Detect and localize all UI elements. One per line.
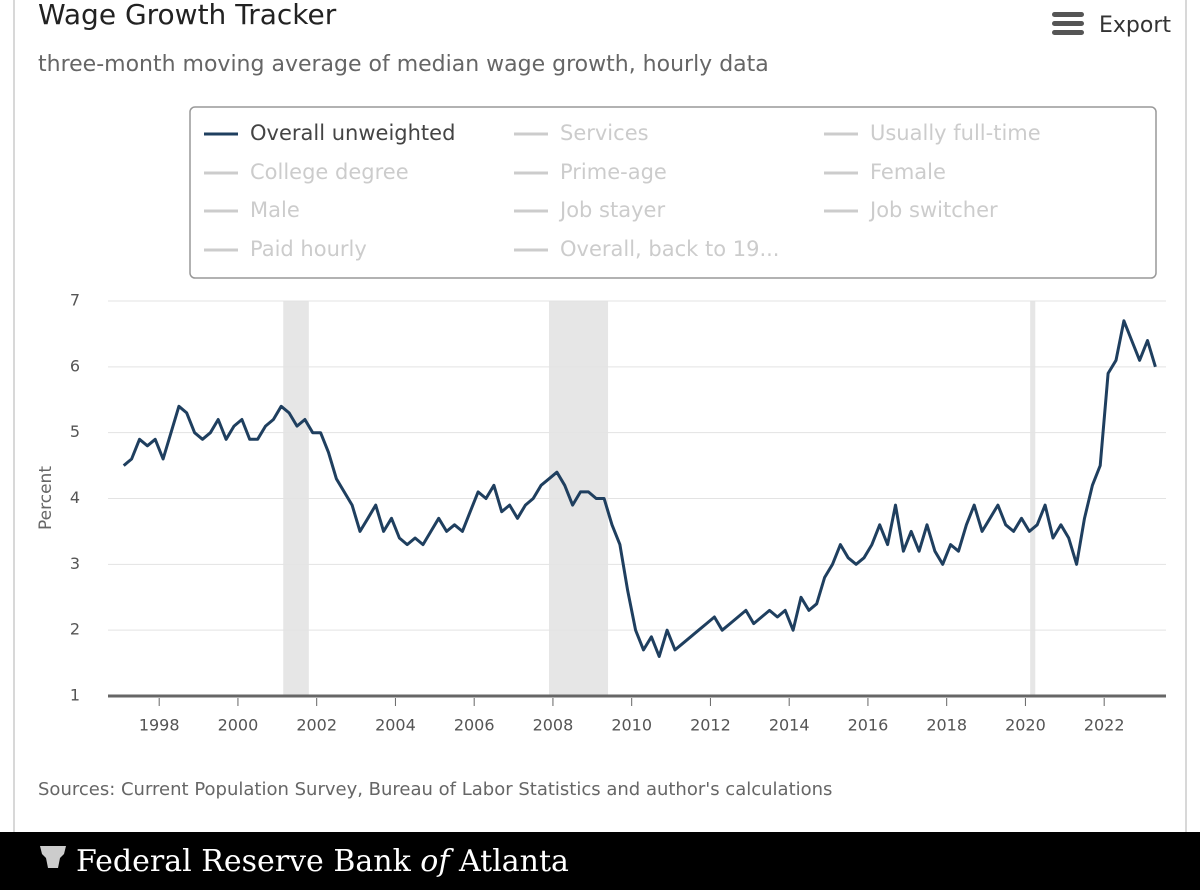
y-tick-label: 7	[70, 291, 80, 310]
y-tick-label: 5	[70, 422, 80, 441]
chart-subtitle: three-month moving average of median wag…	[38, 52, 769, 77]
brand-part: of	[420, 844, 454, 879]
legend-item[interactable]: Services	[514, 121, 649, 145]
legend-item[interactable]: Female	[824, 160, 946, 184]
footer-bar	[0, 832, 1200, 890]
y-tick-label: 1	[70, 686, 80, 705]
legend-item[interactable]: Prime-age	[514, 160, 667, 184]
x-tick-label: 2004	[375, 716, 416, 735]
legend-box	[189, 106, 1157, 279]
legend-label: Overall, back to 19...	[560, 237, 780, 261]
x-tick-label: 2012	[690, 716, 731, 735]
x-tick-label: 2010	[611, 716, 652, 735]
legend-label: Usually full-time	[870, 121, 1041, 145]
x-tick-label: 2002	[296, 716, 337, 735]
x-tick-label: 2016	[848, 716, 889, 735]
legend-label: Job switcher	[868, 198, 998, 222]
menu-icon-bar	[1052, 12, 1084, 17]
legend-label: Services	[560, 121, 649, 145]
y-tick-label: 6	[70, 356, 80, 375]
legend-label: College degree	[250, 160, 409, 184]
y-tick-label: 2	[70, 620, 80, 639]
footer-logo	[40, 846, 66, 868]
legend-label: Male	[250, 198, 300, 222]
legend-item[interactable]: Overall unweighted	[204, 121, 455, 145]
export-button[interactable]: Export	[1052, 12, 1171, 38]
menu-icon-bar	[1052, 21, 1084, 26]
menu-icon-bar	[1052, 30, 1084, 35]
brand-part: Atlanta	[449, 844, 569, 879]
x-tick-label: 1998	[139, 716, 180, 735]
legend-item[interactable]: Overall, back to 19...	[514, 237, 780, 261]
data-line	[122, 319, 1157, 658]
legend-item[interactable]: Usually full-time	[824, 121, 1041, 145]
chart-title: Wage Growth Tracker	[38, 0, 337, 31]
x-tick-label: 2022	[1084, 716, 1125, 735]
legend-label: Female	[870, 160, 946, 184]
x-tick-label: 2020	[1005, 716, 1046, 735]
y-tick-label: 3	[70, 554, 80, 573]
y-tick-label: 4	[70, 488, 80, 507]
y-axis-label: Percent	[36, 466, 56, 530]
x-tick-label: 2018	[926, 716, 967, 735]
brand-part: Federal Reserve Bank	[76, 844, 420, 879]
footer-brand: Federal Reserve Bank of Atlanta	[76, 844, 569, 879]
legend-item[interactable]: Male	[204, 198, 300, 222]
export-label[interactable]: Export	[1099, 13, 1171, 38]
source-note: Sources: Current Population Survey, Bure…	[38, 779, 832, 800]
legend-label: Overall unweighted	[250, 121, 455, 145]
legend-label: Paid hourly	[250, 237, 367, 261]
legend-item[interactable]: Paid hourly	[204, 237, 367, 261]
legend-item[interactable]: College degree	[204, 160, 409, 184]
x-tick-label: 2008	[533, 716, 574, 735]
legend-label: Prime-age	[560, 160, 667, 184]
x-tick-label: 2014	[769, 716, 810, 735]
legend-label: Job stayer	[558, 198, 665, 222]
legend-item[interactable]: Job switcher	[824, 198, 998, 222]
x-tick-label: 2000	[218, 716, 259, 735]
legend-item[interactable]: Job stayer	[514, 198, 665, 222]
x-tick-label: 2006	[454, 716, 495, 735]
